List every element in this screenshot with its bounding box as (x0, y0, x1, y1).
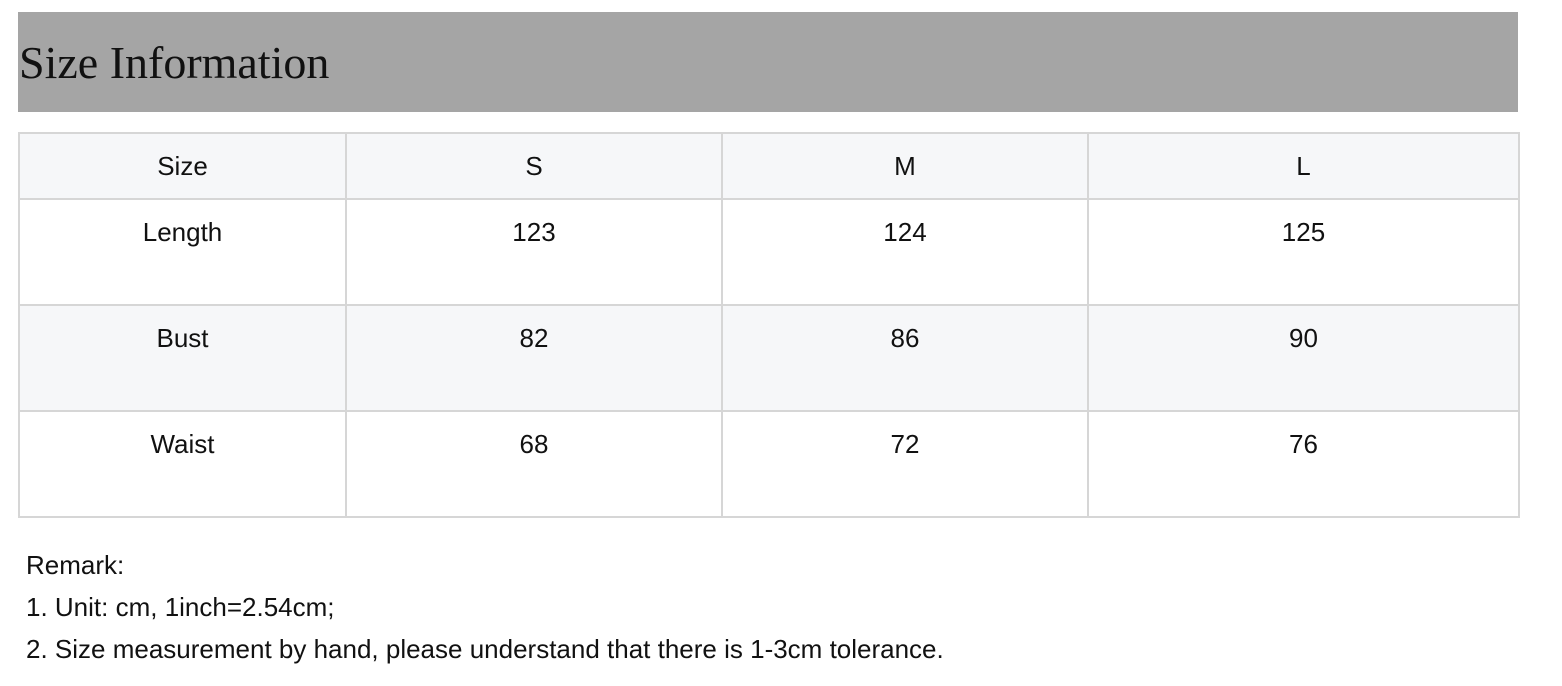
table-cell: 125 (1087, 198, 1520, 306)
header-cell-size: Size (18, 132, 347, 200)
table-cell: 72 (721, 410, 1089, 518)
title-bar: Size Information (18, 12, 1518, 112)
table-cell: 123 (345, 198, 723, 306)
header-cell-m: M (721, 132, 1089, 200)
size-table: Size S M L Length 123 124 125 Bust 82 86… (18, 132, 1520, 518)
table-cell: 86 (721, 304, 1089, 412)
table-cell: 90 (1087, 304, 1520, 412)
table-cell: 68 (345, 410, 723, 518)
remarks-section: Remark: 1. Unit: cm, 1inch=2.54cm; 2. Si… (26, 544, 944, 670)
table-cell: 76 (1087, 410, 1520, 518)
remark-heading: Remark: (26, 550, 125, 580)
table-row-bust: Bust 82 86 90 (18, 304, 1520, 412)
row-label: Bust (18, 304, 347, 412)
remark-line-unit: 1. Unit: cm, 1inch=2.54cm; (26, 592, 335, 622)
table-row-waist: Waist 68 72 76 (18, 410, 1520, 518)
table-header-row: Size S M L (18, 132, 1520, 200)
row-label: Length (18, 198, 347, 306)
header-cell-l: L (1087, 132, 1520, 200)
table-cell: 82 (345, 304, 723, 412)
header-cell-s: S (345, 132, 723, 200)
row-label: Waist (18, 410, 347, 518)
remark-line-tolerance: 2. Size measurement by hand, please unde… (26, 634, 944, 664)
table-cell: 124 (721, 198, 1089, 306)
table-row-length: Length 123 124 125 (18, 198, 1520, 306)
page-title: Size Information (19, 37, 330, 88)
